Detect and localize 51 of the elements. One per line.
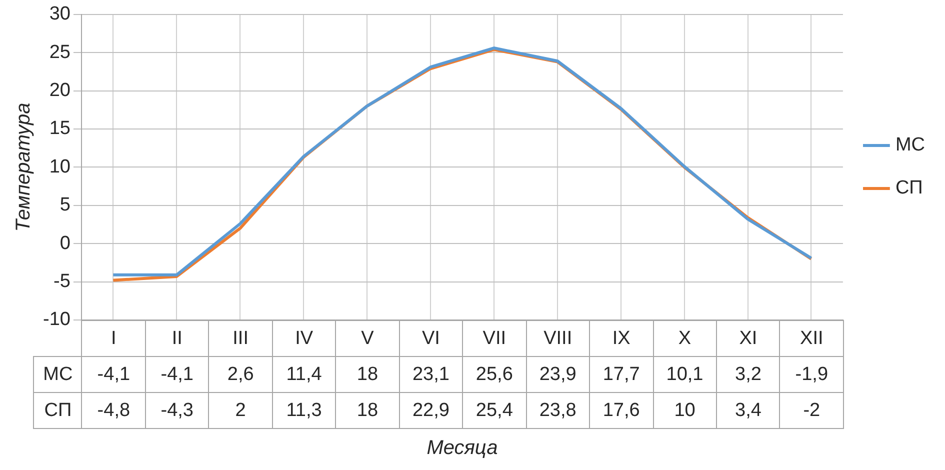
y-tick-label: 20 <box>49 80 70 102</box>
x-tick-label: I <box>82 320 146 356</box>
data-label: -4,3 <box>145 392 209 428</box>
data-label: -1,9 <box>780 356 844 392</box>
y-tick-label: -5 <box>54 271 70 292</box>
y-tick-label: 30 <box>49 4 70 25</box>
data-label: 23,1 <box>399 356 463 392</box>
data-label: -2 <box>780 392 844 428</box>
x-tick-label: VIII <box>526 320 590 356</box>
x-tick-label: III <box>208 320 272 356</box>
x-axis-title: Месяца <box>426 437 498 460</box>
data-label: 10,1 <box>653 356 716 392</box>
x-tick-label: VII <box>462 320 526 356</box>
y-tick-label: 25 <box>49 42 70 63</box>
data-label: 23,9 <box>526 356 590 392</box>
x-tick-label: IX <box>590 320 654 356</box>
data-label: 2 <box>208 392 272 428</box>
data-label: 23,8 <box>526 392 590 428</box>
y-axis-title: Температура <box>12 102 35 232</box>
y-tick-label: 10 <box>49 156 70 178</box>
data-label: 11,3 <box>272 392 336 428</box>
x-tick-label: II <box>145 320 209 356</box>
data-label: -4,1 <box>145 356 209 392</box>
data-label: 25,4 <box>462 392 526 428</box>
data-label: -4,8 <box>82 392 146 428</box>
data-label: 18 <box>336 356 400 392</box>
data-label: 25,6 <box>462 356 526 392</box>
data-label: 17,6 <box>590 392 654 428</box>
data-label: 17,7 <box>590 356 654 392</box>
legend-label: СП <box>895 178 923 199</box>
text: МС <box>43 364 73 384</box>
x-tick-label: V <box>336 320 400 356</box>
x-tick-label: VI <box>399 320 463 356</box>
text: СП <box>44 400 72 420</box>
x-tick-label: X <box>653 320 716 356</box>
data-label: 22,9 <box>399 392 463 428</box>
data-label: 10 <box>653 392 716 428</box>
data-label: 3,4 <box>716 392 780 428</box>
y-tick-label: 0 <box>60 232 70 254</box>
legend-label: МС <box>895 134 926 156</box>
x-tick-label: IV <box>272 320 336 356</box>
x-tick-label: XII <box>780 320 844 356</box>
data-label: 3,2 <box>716 356 780 392</box>
y-tick-label: -10 <box>42 309 70 330</box>
data-label: 2,6 <box>208 356 272 392</box>
data-label: 11,4 <box>272 356 336 392</box>
data-label: 18 <box>336 392 400 428</box>
data-label: -4,1 <box>82 356 146 392</box>
x-tick-label: XI <box>716 320 780 356</box>
y-tick-label: 5 <box>60 194 70 216</box>
y-tick-label: 15 <box>49 118 70 140</box>
